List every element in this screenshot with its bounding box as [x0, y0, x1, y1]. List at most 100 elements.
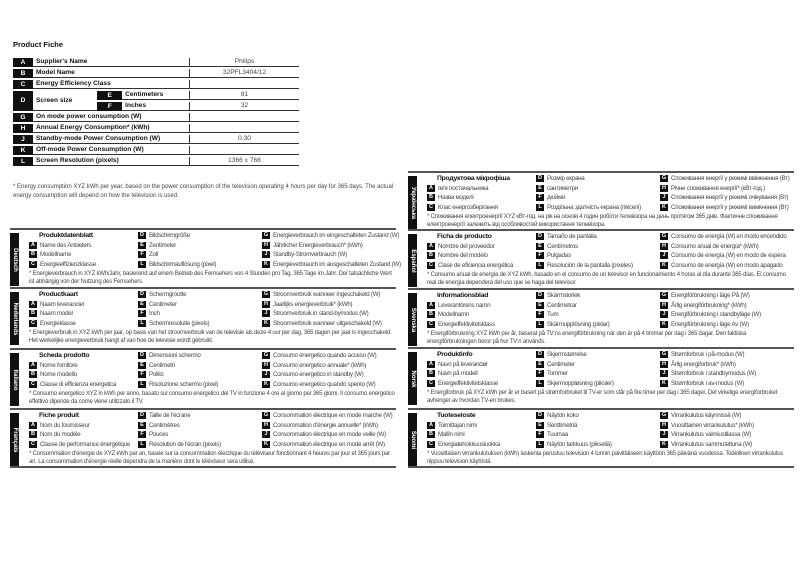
item-l: L Näytön tarkkuus (pikseliä): [536, 440, 612, 449]
row-value: 32PFL3404/12: [189, 69, 299, 78]
item-d: D Skärmstorlek: [536, 292, 580, 300]
item-k: K Consommation électrique en mode arrêt (…: [262, 440, 385, 449]
item-c: C Energieklasse: [29, 319, 76, 328]
item-g: G Consumo energetico quando acceso (W): [262, 352, 377, 360]
letter-badge: F: [536, 370, 544, 377]
letter-badge: D: [138, 291, 146, 298]
letter-badge: A: [29, 361, 37, 369]
row-value: [189, 80, 299, 89]
item-h: H Річне споживання енергії* (кВт-год.): [660, 184, 765, 193]
letter-badge: H: [262, 241, 270, 249]
language-block-2: Italiano Scheda prodotto A Nome fornitore B N…: [10, 348, 396, 407]
letter-badge: F: [138, 310, 146, 317]
letter-badge: F: [138, 431, 146, 438]
letter-badge: G: [262, 291, 270, 298]
item-label: Mallin nimi: [438, 431, 465, 439]
item-f: F Pulgadas: [536, 252, 571, 260]
item-label: Energieverbrauch im eingeschalteten Zust…: [273, 232, 400, 240]
item-l: L Роздільна здатність екрана (пікселі): [536, 203, 641, 212]
item-label: Strømforbruk i av-modus (W): [671, 379, 745, 387]
item-g: G Energiförbrukning i läge På (W): [660, 292, 750, 300]
item-label: Consumo energetico in standby (W): [273, 371, 364, 379]
item-label: Nom du fournisseur: [40, 421, 90, 429]
item-c: C Energieffektivitetsklasse: [427, 379, 499, 388]
item-f: F Pouces: [138, 431, 168, 439]
row-label: Screen size: [33, 91, 98, 111]
language-block-0: Deutsch Produktdatenblatt A Name des Anbiet…: [10, 228, 401, 287]
item-k: K Energieverbrauch im ausgeschalteten Zus…: [262, 260, 401, 269]
letter-badge: A: [29, 421, 37, 429]
item-l: L Skjermoppløsning (piksler): [536, 379, 614, 388]
item-f: F Inch: [138, 310, 160, 318]
row-label: On mode power consumption (W): [33, 113, 189, 122]
language-block-8: Suomi Tuoteseloste A Toimittajan nimi B Malli…: [408, 408, 794, 467]
letter-badge: G: [262, 232, 270, 239]
block-title: Scheda prodotto: [39, 352, 90, 359]
item-label: Dimensioni schermo: [149, 352, 201, 360]
language-tab: Français: [10, 413, 19, 466]
item-label: Розмір екрана: [547, 175, 585, 183]
item-label: Роздільна здатність екрана (пікселі): [547, 203, 641, 211]
item-label: Energieffektivitetsklasse: [438, 379, 499, 387]
letter-badge: K: [660, 379, 668, 387]
letter-badge: A: [427, 242, 435, 250]
letter-badge: C: [29, 440, 37, 448]
item-label: Річне споживання енергії* (кВт-год.): [671, 184, 765, 192]
table-row: L Screen Resolution (pixels) 1366 x 768: [13, 157, 299, 166]
item-c: C Clase de eficiencia energética: [427, 261, 514, 270]
item-label: Navn på leverandør: [438, 360, 488, 368]
letter-badge: J: [660, 311, 668, 318]
letter-badge: F: [536, 252, 544, 259]
item-a: A Nom du fournisseur: [29, 421, 90, 430]
item-e: E Centímetros: [536, 242, 578, 251]
item-h: H Consommation d'énergie annuelle* (kWh): [262, 421, 378, 430]
item-d: D Tamaño de pantalla: [536, 233, 597, 241]
letter-badge: A: [427, 184, 435, 192]
item-label: Årlig energiforbruk* (kWh): [671, 360, 736, 368]
letter-badge: K: [262, 319, 270, 327]
item-g: G Consommation électrique en mode marche …: [262, 412, 393, 420]
item-b: B Modellnamn: [427, 311, 469, 319]
language-tab: Norsk: [408, 352, 417, 405]
letter-badge: G: [660, 412, 668, 419]
block-title: Produktdatenblatt: [39, 232, 93, 239]
item-l: L Schermresolutie (pixels): [138, 319, 210, 328]
row-letter: K: [13, 146, 33, 155]
item-g: G Stroomverbruik wanneer ingeschakeld (W): [262, 291, 380, 299]
letter-badge: B: [427, 370, 435, 377]
item-label: Skärmstorlek: [547, 292, 581, 300]
block-title: Productkaart: [39, 291, 78, 298]
item-l: L Risoluzione schermo (pixel): [138, 380, 219, 389]
item-label: Senttimetriä: [547, 421, 578, 429]
language-block-4: Українська Продуктова мікрофіша A Ім'я пост…: [408, 171, 794, 230]
letter-badge: L: [536, 440, 544, 448]
item-label: Clase de eficiencia energética: [438, 261, 514, 269]
item-j: J Споживання енергії у режимі очікування …: [660, 194, 788, 202]
item-label: Ім'я постачальника: [438, 184, 489, 192]
item-label: Skjermoppløsning (piksler): [547, 379, 614, 387]
letter-badge: K: [660, 203, 668, 211]
item-g: G Consumo de energía (W) en modo encendid…: [660, 233, 787, 241]
item-label: Nome fornitore: [40, 361, 78, 369]
row-value: 1366 x 768: [189, 157, 299, 166]
letter-badge: B: [29, 310, 37, 317]
letter-badge: F: [138, 251, 146, 258]
divider: [10, 466, 396, 468]
item-label: Centimeter: [149, 300, 177, 308]
block-note: * Energiforbruk på XYZ kWh per år er bas…: [427, 390, 778, 404]
letter-badge: B: [29, 371, 37, 378]
row-label: Screen Resolution (pixels): [33, 157, 189, 166]
item-label: Vuosittainen virrankulutus* (kWh): [671, 421, 754, 429]
item-label: Zentimeter: [149, 241, 177, 249]
item-f: F Pollici: [138, 371, 164, 379]
letter-badge: A: [427, 301, 435, 309]
block-note: * Energieverbrauch in XYZ kWh/Jahr, basi…: [29, 271, 392, 285]
letter-badge: J: [660, 370, 668, 377]
letter-badge: A: [427, 421, 435, 429]
item-label: Risoluzione schermo (pixel): [149, 380, 219, 388]
item-label: Pouces: [149, 431, 169, 439]
item-label: сантиметри: [547, 184, 578, 192]
table-row: C Energy Efficiency Class: [13, 80, 299, 89]
item-e: E Centimetrar: [536, 301, 577, 310]
